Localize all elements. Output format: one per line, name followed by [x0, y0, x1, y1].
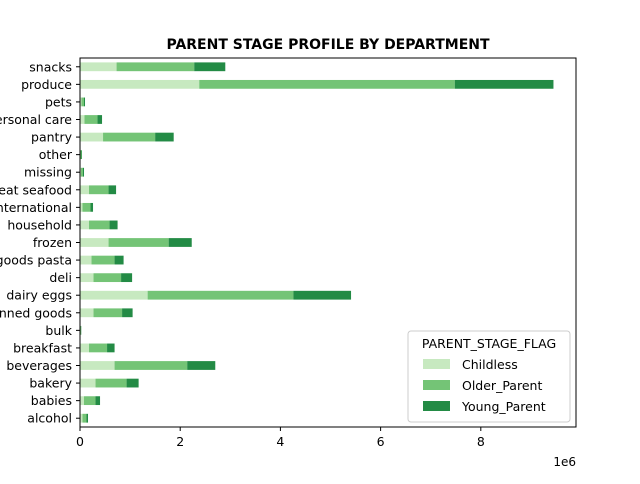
bar-canned-goods-older-parent [94, 308, 123, 317]
y-tick-label-pantry: pantry [31, 130, 73, 145]
y-tick-label-pets: pets [45, 94, 72, 109]
bar-household-young-parent [110, 221, 118, 230]
bar-bakery-young-parent [127, 379, 139, 388]
bar-dairy-eggs-childless [80, 291, 148, 300]
y-tick-label-snacks: snacks [29, 59, 72, 74]
bar-babies-older-parent [84, 396, 96, 405]
bar-pantry-young-parent [155, 133, 174, 142]
bar-pantry-childless [80, 133, 103, 142]
bar-household-older-parent [89, 221, 110, 230]
y-tick-label-missing: missing [24, 165, 72, 180]
bar-meat-seafood-young-parent [109, 185, 117, 194]
y-tick-label-international: international [0, 200, 72, 215]
bar-deli-childless [80, 273, 94, 282]
y-tick-label-bakery: bakery [29, 376, 72, 391]
y-tick-label-dairy-eggs: dairy eggs [6, 288, 72, 303]
bar-canned-goods-childless [80, 308, 94, 317]
bar-deli-young-parent [121, 273, 132, 282]
bar-pets-young-parent [84, 98, 85, 107]
bar-beverages-childless [80, 361, 115, 370]
bar-missing-young-parent [83, 168, 84, 177]
y-tick-label-meat-seafood: meat seafood [0, 182, 72, 197]
bar-canned-goods-young-parent [122, 308, 133, 317]
legend-label-older-parent: Older_Parent [462, 378, 542, 393]
bar-alcohol-young-parent [87, 414, 89, 423]
bar-personal-care-childless [80, 115, 85, 124]
bar-snacks-childless [80, 62, 117, 71]
x-tick-label: 2 [176, 434, 184, 449]
bar-personal-care-young-parent [98, 115, 103, 124]
bar-bulk-older-parent [81, 326, 82, 335]
chart-title: PARENT STAGE PROFILE BY DEPARTMENT [166, 37, 490, 53]
x-tick-label: 4 [276, 434, 284, 449]
legend-label-childless: Childless [462, 357, 518, 372]
bar-dry-goods-pasta-older-parent [92, 256, 115, 265]
legend-title: PARENT_STAGE_FLAG [422, 336, 556, 351]
bar-international-older-parent [83, 203, 91, 212]
y-tick-label-personal-care: personal care [0, 112, 72, 127]
bar-snacks-older-parent [117, 62, 195, 71]
legend: PARENT_STAGE_FLAG Childless Older_Parent Y… [408, 331, 570, 422]
bar-bakery-childless [80, 379, 96, 388]
y-tick-label-canned-goods: canned goods [0, 305, 72, 320]
bar-dairy-eggs-older-parent [148, 291, 294, 300]
legend-swatch-older-parent [423, 380, 450, 390]
bar-household-childless [80, 221, 89, 230]
y-tick-label-household: household [7, 217, 72, 232]
bar-dairy-eggs-young-parent [293, 291, 351, 300]
bar-dry-goods-pasta-childless [80, 256, 92, 265]
bar-dry-goods-pasta-young-parent [115, 256, 124, 265]
bar-missing-older-parent [81, 168, 83, 177]
y-tick-label-bulk: bulk [45, 323, 72, 338]
legend-swatch-young-parent [423, 401, 450, 411]
x-axis-scale-label: 1e6 [553, 455, 576, 469]
bar-bakery-older-parent [96, 379, 127, 388]
y-tick-label-breakfast: breakfast [13, 340, 72, 355]
bar-other-older-parent [81, 150, 82, 159]
bar-personal-care-older-parent [85, 115, 98, 124]
bar-international-young-parent [91, 203, 94, 212]
bar-produce-young-parent [455, 80, 554, 89]
bar-beverages-older-parent [115, 361, 188, 370]
bar-frozen-young-parent [169, 238, 192, 247]
bar-babies-young-parent [96, 396, 101, 405]
y-tick-label-beverages: beverages [6, 358, 72, 373]
bar-frozen-childless [80, 238, 109, 247]
bar-frozen-older-parent [109, 238, 169, 247]
bar-meat-seafood-older-parent [89, 185, 109, 194]
bar-produce-older-parent [199, 80, 455, 89]
y-tick-label-produce: produce [21, 77, 72, 92]
bar-produce-childless [80, 80, 199, 89]
x-tick-label: 0 [76, 434, 84, 449]
legend-label-young-parent: Young_Parent [461, 399, 546, 414]
bar-babies-childless [80, 396, 84, 405]
bar-breakfast-young-parent [107, 344, 115, 353]
bar-breakfast-older-parent [89, 344, 107, 353]
bar-pets-older-parent [82, 98, 85, 107]
legend-swatch-childless [423, 359, 450, 369]
bar-meat-seafood-childless [80, 185, 89, 194]
x-axis: 0 2 4 6 8 [76, 427, 485, 449]
y-tick-label-babies: babies [31, 393, 72, 408]
y-tick-label-alcohol: alcohol [27, 411, 72, 426]
y-tick-label-deli: deli [49, 270, 72, 285]
x-tick-label: 6 [377, 434, 385, 449]
y-tick-label-dry-goods-pasta: dry goods pasta [0, 253, 72, 268]
y-tick-label-other: other [39, 147, 73, 162]
y-tick-label-frozen: frozen [33, 235, 72, 250]
bar-other-young-parent [82, 150, 83, 159]
bar-alcohol-older-parent [83, 414, 87, 423]
x-tick-label: 8 [477, 434, 485, 449]
bar-snacks-young-parent [194, 62, 225, 71]
bar-deli-older-parent [94, 273, 122, 282]
bar-beverages-young-parent [187, 361, 215, 370]
bar-breakfast-childless [80, 344, 89, 353]
bar-pantry-older-parent [103, 133, 155, 142]
y-axis: alcohol babies bakery beverages breakfast bul… [0, 59, 80, 425]
